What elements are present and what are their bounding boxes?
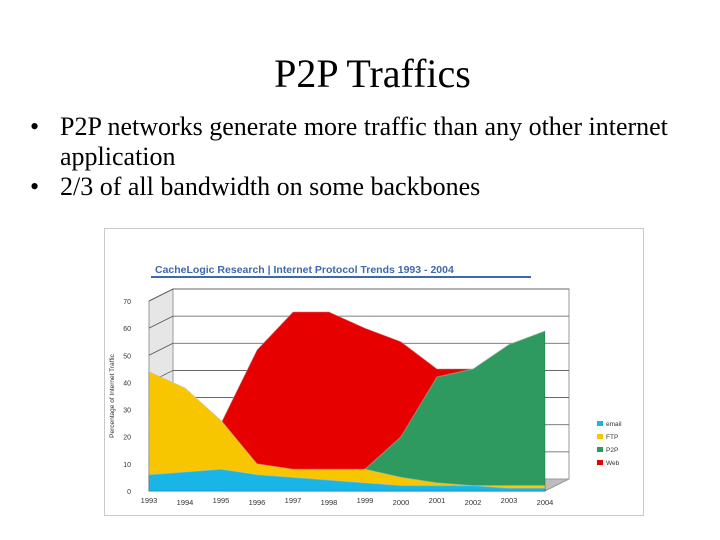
- x-tick-label: 1999: [357, 496, 374, 505]
- x-tick-label: 2002: [465, 498, 482, 507]
- x-tick-label: 2000: [393, 498, 410, 507]
- bullet-item: P2P networks generate more traffic than …: [30, 112, 710, 172]
- x-tick-label: 1994: [177, 498, 194, 507]
- x-tick-label: 1993: [141, 496, 158, 505]
- area-series-edge-email: [148, 468, 545, 489]
- area-series-edge-p2p: [364, 330, 546, 470]
- chart-title: CacheLogic Research | Internet Protocol …: [155, 264, 454, 276]
- chart-title-bar: [151, 261, 531, 276]
- y-tick-label: 40: [123, 380, 131, 387]
- protocol-trends-chart: CacheLogic Research | Internet Protocol …: [109, 261, 622, 507]
- x-tick-label: 1995: [213, 496, 230, 505]
- y-axis-title: Percentage of Internet Traffic: [109, 353, 116, 437]
- legend-swatch-email: [597, 421, 603, 426]
- x-tick-label: 1996: [249, 498, 266, 507]
- area-series-ftp: [148, 371, 546, 492]
- x-tick-label: 1998: [321, 498, 338, 507]
- y-tick-label: 0: [127, 489, 131, 496]
- y-tick-label: 30: [123, 408, 131, 415]
- bullet-item: 2/3 of all bandwidth on some backbones: [30, 172, 710, 202]
- legend-swatch-p2p: [597, 447, 603, 452]
- y-gridline: [148, 315, 174, 329]
- x-tick-label: 2003: [501, 496, 518, 505]
- x-tick-label: 1997: [285, 496, 302, 505]
- legend-label-email: email: [606, 421, 622, 428]
- area-series-edge-ftp: [148, 371, 545, 487]
- y-tick-label: 50: [123, 353, 131, 360]
- y-gridline: [148, 342, 174, 356]
- legend-label-p2p: P2P: [606, 447, 618, 454]
- y-tick-label: 10: [123, 462, 131, 469]
- x-tick-label: 2004: [537, 498, 554, 507]
- y-tick-label: 60: [123, 326, 131, 333]
- legend-swatch-web: [597, 460, 603, 465]
- y-gridline: [148, 288, 174, 302]
- slide-title: P2P Traffics: [274, 51, 471, 96]
- legend-label-ftp: FTP: [606, 434, 618, 441]
- y-tick-label: 20: [123, 435, 131, 442]
- y-tick-label: 70: [123, 299, 131, 306]
- legend-swatch-ftp: [597, 434, 603, 439]
- chart-frame: CacheLogic Research | Internet Protocol …: [104, 228, 644, 516]
- area-series-p2p: [364, 330, 546, 492]
- legend-label-web: Web: [606, 460, 620, 467]
- x-tick-label: 2001: [429, 496, 446, 505]
- bullet-list: P2P networks generate more traffic than …: [30, 112, 710, 202]
- area-series-email: [148, 468, 546, 492]
